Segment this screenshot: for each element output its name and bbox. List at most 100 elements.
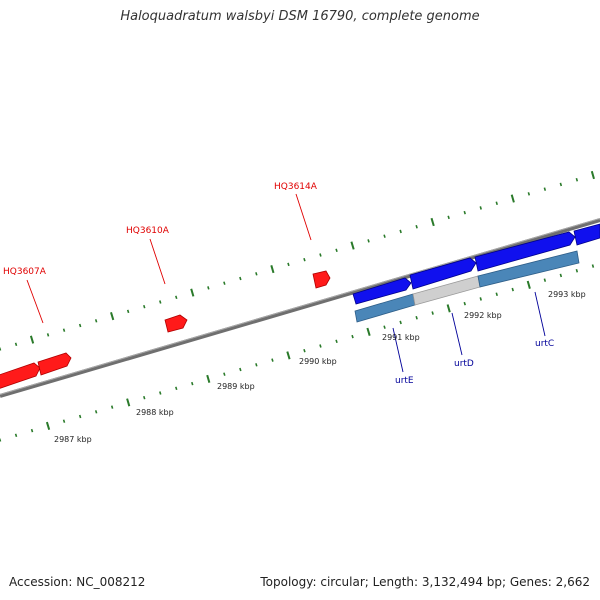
gene-arrow-small[interactable] bbox=[312, 270, 331, 289]
gene-arrow-blue[interactable] bbox=[352, 277, 412, 305]
minor-tick bbox=[479, 206, 482, 210]
accession-text: Accession: NC_008212 bbox=[9, 575, 146, 589]
pointer-line bbox=[26, 279, 44, 324]
minor-tick bbox=[271, 358, 274, 362]
major-tick bbox=[446, 304, 451, 313]
minor-tick bbox=[367, 239, 370, 243]
scale-label: 2992 kbp bbox=[464, 311, 502, 320]
minor-tick bbox=[447, 215, 450, 220]
pointer-line bbox=[149, 238, 166, 285]
minor-tick bbox=[383, 325, 386, 329]
minor-tick bbox=[175, 295, 178, 300]
major-tick bbox=[510, 194, 515, 203]
gene-label[interactable]: urtC bbox=[535, 339, 554, 349]
minor-tick bbox=[0, 438, 2, 442]
pointer-line bbox=[295, 193, 312, 241]
minor-tick bbox=[399, 320, 402, 325]
minor-tick bbox=[191, 381, 194, 386]
gene-label[interactable]: HQ3610A bbox=[126, 226, 170, 236]
minor-tick bbox=[14, 433, 18, 438]
minor-tick bbox=[463, 210, 466, 215]
lower-tick-track bbox=[0, 264, 595, 442]
minor-tick bbox=[527, 192, 531, 196]
major-tick bbox=[190, 288, 195, 297]
upper-tick-track bbox=[0, 170, 595, 351]
minor-tick bbox=[94, 410, 98, 414]
major-tick bbox=[366, 327, 371, 336]
topology-text: Topology: circular; Length: 3,132,494 bp… bbox=[260, 575, 590, 589]
minor-tick bbox=[383, 234, 386, 238]
minor-tick bbox=[46, 333, 50, 337]
major-tick bbox=[206, 374, 211, 383]
map-title: Haloquadratum walsbyi DSM 16790, complet… bbox=[120, 9, 480, 24]
scale-label: 2987 kbp bbox=[54, 435, 92, 444]
minor-tick bbox=[511, 287, 514, 292]
pointer-line bbox=[451, 312, 463, 356]
major-tick bbox=[286, 351, 291, 360]
minor-tick bbox=[319, 253, 322, 257]
minor-tick bbox=[159, 391, 162, 395]
gene-arrow[interactable] bbox=[0, 362, 41, 389]
pointer-line bbox=[392, 327, 404, 373]
minor-tick bbox=[335, 248, 338, 253]
minor-tick bbox=[575, 268, 579, 273]
scale-label: 2991 kbp bbox=[382, 333, 420, 342]
minor-tick bbox=[239, 367, 242, 372]
minor-tick bbox=[0, 347, 2, 351]
gene-arrow-small[interactable] bbox=[164, 314, 188, 333]
minor-tick bbox=[94, 319, 98, 323]
gene-label[interactable]: HQ3614A bbox=[274, 182, 318, 192]
minor-tick bbox=[399, 229, 402, 234]
minor-tick bbox=[62, 328, 66, 332]
minor-tick bbox=[351, 334, 354, 339]
scale-label: 2989 kbp bbox=[217, 382, 255, 391]
genome-backbone-highlight bbox=[0, 218, 600, 395]
minor-tick bbox=[143, 304, 146, 309]
gene-label[interactable]: HQ3607A bbox=[3, 267, 47, 277]
minor-tick bbox=[175, 386, 178, 391]
gene-label[interactable]: urtD bbox=[454, 359, 474, 369]
operon-bar[interactable] bbox=[354, 250, 580, 323]
minor-tick bbox=[255, 363, 258, 367]
minor-tick bbox=[143, 395, 146, 400]
major-tick bbox=[270, 265, 275, 274]
major-tick bbox=[526, 280, 531, 289]
scale-label: 2993 kbp bbox=[548, 290, 586, 299]
minor-tick bbox=[207, 286, 210, 290]
minor-tick bbox=[78, 323, 82, 328]
minor-tick bbox=[495, 292, 498, 297]
minor-tick bbox=[335, 339, 338, 344]
minor-tick bbox=[303, 348, 306, 353]
minor-tick bbox=[495, 201, 498, 206]
minor-tick bbox=[30, 428, 34, 433]
major-tick bbox=[350, 241, 355, 250]
minor-tick bbox=[575, 177, 579, 182]
minor-tick bbox=[255, 272, 258, 276]
major-tick bbox=[110, 312, 115, 321]
minor-tick bbox=[110, 405, 114, 409]
major-tick bbox=[126, 398, 131, 407]
minor-tick bbox=[543, 278, 547, 282]
minor-tick bbox=[559, 182, 563, 187]
major-tick bbox=[45, 421, 51, 430]
minor-tick bbox=[479, 297, 482, 301]
gene-arrow-blue[interactable] bbox=[573, 223, 600, 246]
minor-tick bbox=[62, 419, 66, 423]
minor-tick bbox=[223, 281, 226, 285]
minor-tick bbox=[431, 311, 434, 315]
gene-block-red-left[interactable] bbox=[0, 352, 72, 389]
minor-tick bbox=[415, 224, 418, 229]
gene-arrow-blue[interactable] bbox=[409, 257, 477, 290]
gene-label[interactable]: urtE bbox=[395, 376, 414, 386]
minor-tick bbox=[463, 301, 466, 306]
minor-tick bbox=[239, 276, 242, 281]
minor-tick bbox=[303, 257, 306, 262]
minor-tick bbox=[159, 300, 162, 304]
pointer-line bbox=[534, 291, 546, 337]
gene-arrow[interactable] bbox=[37, 352, 72, 376]
minor-tick bbox=[223, 372, 226, 376]
minor-tick bbox=[78, 414, 82, 419]
gene-arrow-blue[interactable] bbox=[474, 231, 576, 272]
scale-label: 2990 kbp bbox=[299, 357, 337, 366]
